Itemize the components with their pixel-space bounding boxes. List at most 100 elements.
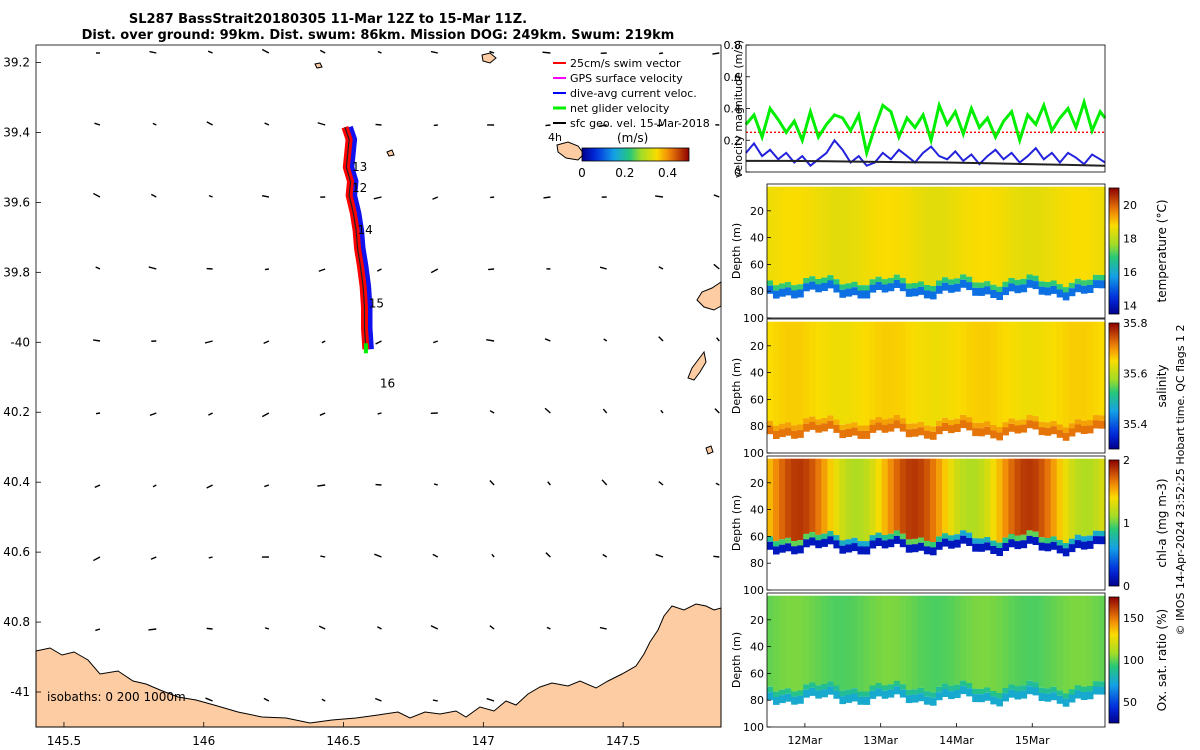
salinity-column-thermocline-48 xyxy=(1056,424,1064,430)
oxygen-column-thermocline-24 xyxy=(911,689,919,695)
oxygen-column-lower-21 xyxy=(893,686,901,695)
temperature-column-upper-15 xyxy=(857,186,865,286)
salinity-column-thermocline-36 xyxy=(984,421,991,427)
oxygen-column-lower-47 xyxy=(1050,692,1058,701)
chla-column-thermocline-28 xyxy=(936,536,943,542)
salinity-column-upper-32 xyxy=(960,321,967,415)
chla-column-thermocline-51 xyxy=(1074,534,1082,541)
geo-arrow-67 xyxy=(489,410,495,414)
temperature-column-lower-47 xyxy=(1050,285,1058,294)
map-y-tick-label-0: 39.2 xyxy=(3,55,30,69)
map-x-tick-label-3: 147 xyxy=(472,734,495,748)
chla-column-upper-48 xyxy=(1056,458,1064,540)
geo-arrow-92 xyxy=(545,552,551,558)
day-label-13: 13 xyxy=(352,160,367,174)
geo-arrow-52 xyxy=(321,340,326,344)
salinity-column-upper-34 xyxy=(972,321,979,423)
chla-column-upper-0 xyxy=(767,458,774,537)
oxygen-column-thermocline-9 xyxy=(821,684,828,690)
oxygen-column-lower-48 xyxy=(1056,695,1064,704)
chla-column-upper-49 xyxy=(1062,458,1070,543)
temperature-column-lower-51 xyxy=(1074,284,1082,293)
oxygen-column-upper-50 xyxy=(1068,595,1076,690)
oxygen-column-upper-12 xyxy=(839,595,846,691)
chla-column-thermocline-29 xyxy=(942,533,949,539)
geo-arrow-69 xyxy=(602,408,608,414)
geo-arrow-40 xyxy=(318,268,326,272)
salinity-depth-label: Depth (m) xyxy=(730,358,743,414)
chla-column-thermocline-35 xyxy=(978,538,985,544)
chla-column-thermocline-55 xyxy=(1099,530,1106,537)
oxygen-column-lower-28 xyxy=(936,692,943,701)
geo-arrow-96 xyxy=(95,628,101,632)
salinity-column-thermocline-18 xyxy=(875,417,883,423)
salinity-column-lower-46 xyxy=(1044,427,1052,436)
chla-column-thermocline-20 xyxy=(887,533,895,540)
track-end-marker xyxy=(363,343,368,354)
salinity-column-thermocline-46 xyxy=(1044,422,1052,428)
temperature-column-thermocline-36 xyxy=(984,281,991,287)
oxygen-colorbar-label: Ox. sat. ratio (%) xyxy=(1155,609,1169,711)
chla-column-thermocline-24 xyxy=(911,538,919,545)
salinity-column-thermocline-41 xyxy=(1014,420,1022,426)
temperature-column-upper-1 xyxy=(773,186,780,286)
map-y-tick-label-3: 39.8 xyxy=(3,265,30,279)
chla-column-thermocline-50 xyxy=(1068,538,1076,545)
temperature-column-thermocline-0 xyxy=(767,280,774,286)
oxygen-column-upper-43 xyxy=(1026,595,1034,681)
geo-arrow-6 xyxy=(430,50,438,54)
temperature-column-upper-20 xyxy=(887,186,895,278)
chla-column-thermocline-54 xyxy=(1092,530,1100,537)
temperature-column-upper-22 xyxy=(899,186,907,278)
oxygen-column-lower-24 xyxy=(911,694,919,703)
chla-column-upper-34 xyxy=(972,458,979,539)
oxygen-column-upper-37 xyxy=(990,595,997,691)
salinity-column-lower-10 xyxy=(827,420,834,429)
oxygen-column-thermocline-4 xyxy=(791,691,798,697)
salinity-column-lower-25 xyxy=(917,427,925,436)
temperature-column-thermocline-49 xyxy=(1062,287,1070,293)
geo-arrow-75 xyxy=(264,484,270,488)
oxygen-column-lower-50 xyxy=(1068,694,1076,703)
oxygen-column-upper-2 xyxy=(779,595,786,690)
geo-arrow-105 xyxy=(599,626,607,630)
chla-column-lower-51 xyxy=(1074,540,1082,549)
salinity-cb-tick-2: 35.8 xyxy=(1123,317,1148,330)
salinity-column-upper-5 xyxy=(797,321,804,425)
oxygen-column-upper-51 xyxy=(1074,595,1082,686)
legend-label-swim: 25cm/s swim vector xyxy=(570,57,681,70)
chla-column-lower-8 xyxy=(815,540,822,549)
oxygen-column-upper-48 xyxy=(1056,595,1064,691)
salinity-column-lower-21 xyxy=(893,420,901,429)
chla-column-lower-14 xyxy=(851,543,859,552)
chla-column-upper-14 xyxy=(851,458,859,538)
salinity-column-thermocline-51 xyxy=(1074,419,1082,425)
oxygen-column-thermocline-51 xyxy=(1074,685,1082,691)
geo-arrow-58 xyxy=(658,336,664,342)
salinity-column-thermocline-45 xyxy=(1038,421,1046,428)
chla-cb-tick-0: 0 xyxy=(1123,580,1130,593)
flinders-island xyxy=(696,281,722,311)
chla-column-lower-22 xyxy=(899,539,907,548)
map-y-tick-label-5: 40.2 xyxy=(3,405,30,419)
oxygen-column-thermocline-14 xyxy=(851,688,859,694)
temperature-column-thermocline-13 xyxy=(845,283,853,289)
oxygen-column-thermocline-50 xyxy=(1068,689,1076,695)
geo-arrow-27 xyxy=(261,195,270,198)
velocity-series-2 xyxy=(746,159,1106,167)
oxygen-column-lower-40 xyxy=(1008,689,1015,698)
oxygen-column-upper-16 xyxy=(863,595,871,692)
map-x-tick-label-0: 145.5 xyxy=(47,734,81,748)
salinity-column-upper-50 xyxy=(1068,321,1076,424)
salinity-column-lower-29 xyxy=(942,423,949,431)
temperature-column-lower-39 xyxy=(1002,287,1009,296)
geo-arrow-97 xyxy=(148,628,157,631)
temperature-column-lower-12 xyxy=(839,289,846,298)
temperature-column-lower-42 xyxy=(1020,284,1028,293)
chla-column-thermocline-52 xyxy=(1080,536,1088,542)
map-y-tick-label-2: 39.6 xyxy=(3,195,30,209)
chla-column-lower-10 xyxy=(827,536,834,545)
geo-arrow-79 xyxy=(489,480,495,486)
temperature-column-lower-23 xyxy=(905,288,913,297)
oxygen-column-lower-10 xyxy=(827,686,834,695)
